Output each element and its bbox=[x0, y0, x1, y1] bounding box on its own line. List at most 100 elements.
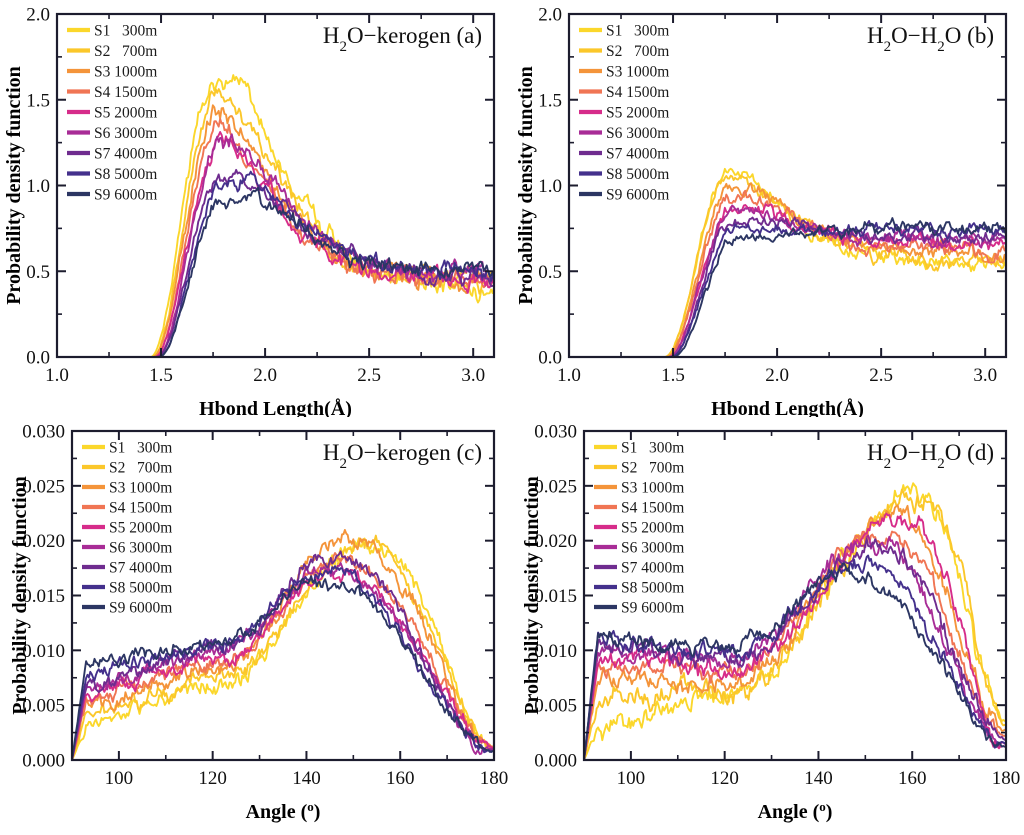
legend-item-s5[interactable]: S5 2000m bbox=[82, 520, 172, 537]
legend-label-s7: S7 4000m bbox=[109, 560, 172, 577]
legend-item-s5[interactable]: S5 2000m bbox=[67, 105, 157, 122]
legend-item-s3[interactable]: S3 1000m bbox=[82, 480, 172, 497]
legend-label-s9: S9 6000m bbox=[94, 187, 157, 204]
legend-item-s4[interactable]: S4 1500m bbox=[579, 84, 669, 101]
series-group bbox=[71, 528, 495, 761]
legend-item-s3[interactable]: S3 1000m bbox=[579, 64, 669, 81]
panel-a-svg: 1.0 1.5 2.0 2.5 3.0 0.0 0.5 1.0 1.5 2.0 Hbond Leng… bbox=[3, 5, 496, 417]
y-tick-label: 0.020 bbox=[22, 531, 65, 552]
legend-label-s4: S4 1500m bbox=[109, 500, 172, 517]
legend-label-s9: S9 6000m bbox=[621, 600, 684, 617]
legend-item-s5[interactable]: S5 2000m bbox=[594, 520, 684, 537]
x-tick-label: 120 bbox=[198, 768, 227, 789]
legend-item-s8[interactable]: S8 5000m bbox=[594, 580, 684, 597]
axis-ticks bbox=[568, 13, 1006, 358]
legend-label-s7: S7 4000m bbox=[621, 560, 684, 577]
legend-item-s2[interactable]: S2 700m bbox=[82, 460, 172, 477]
legend-item-s6[interactable]: S6 3000m bbox=[579, 125, 669, 142]
panel-title: H2O−H2O (d) bbox=[867, 440, 994, 472]
legend-label-s5: S5 2000m bbox=[621, 520, 684, 537]
panel-d-svg: 100 120 140 160 180 0.000 0.005 0.010 0.015 0.020… bbox=[521, 422, 1020, 824]
x-axis-title: Angle (o) bbox=[758, 799, 833, 824]
legend-item-s9[interactable]: S9 6000m bbox=[67, 187, 157, 204]
legend-item-s4[interactable]: S4 1500m bbox=[82, 500, 172, 517]
y-tick-label: 0.030 bbox=[534, 422, 577, 443]
series-line-s7 bbox=[568, 216, 1007, 358]
y-tick-label: 0.020 bbox=[534, 531, 577, 552]
series-group bbox=[583, 482, 1007, 761]
legend-label-s5: S5 2000m bbox=[606, 105, 669, 122]
series-line-s8 bbox=[71, 565, 495, 761]
legend-item-s5[interactable]: S5 2000m bbox=[579, 105, 669, 122]
legend-item-s2[interactable]: S2 700m bbox=[594, 460, 684, 477]
y-tick-label: 0.025 bbox=[534, 476, 577, 497]
y-tick-label: 0.030 bbox=[22, 422, 65, 443]
legend-item-s8[interactable]: S8 5000m bbox=[82, 580, 172, 597]
y-tick-label: 1.0 bbox=[26, 176, 50, 197]
legend-label-s4: S4 1500m bbox=[621, 500, 684, 517]
plot-area bbox=[582, 429, 1008, 762]
legend-item-s7[interactable]: S7 4000m bbox=[67, 146, 157, 163]
legend-item-s1[interactable]: S1 300m bbox=[67, 23, 157, 40]
legend-label-s5: S5 2000m bbox=[94, 105, 157, 122]
legend-label-s6: S6 3000m bbox=[94, 125, 157, 142]
y-axis-title: Probability density function bbox=[515, 66, 537, 305]
legend-item-s7[interactable]: S7 4000m bbox=[82, 560, 172, 577]
legend-item-s6[interactable]: S6 3000m bbox=[594, 540, 684, 557]
legend: S1 300m S2 700m S3 1000m S4 1500m S5 2000m S6… bbox=[82, 440, 172, 617]
legend-item-s3[interactable]: S3 1000m bbox=[594, 480, 684, 497]
legend-label-s4: S4 1500m bbox=[606, 84, 669, 101]
y-tick-label: 0.005 bbox=[534, 696, 577, 717]
x-tick-label: 3.0 bbox=[973, 365, 997, 386]
legend-item-s1[interactable]: S1 300m bbox=[579, 23, 669, 40]
legend-item-s6[interactable]: S6 3000m bbox=[67, 125, 157, 142]
legend-item-s4[interactable]: S4 1500m bbox=[67, 84, 157, 101]
legend-item-s4[interactable]: S4 1500m bbox=[594, 500, 684, 517]
legend-item-s9[interactable]: S9 6000m bbox=[82, 600, 172, 617]
legend-item-s1[interactable]: S1 300m bbox=[594, 440, 684, 457]
series-line-s9 bbox=[71, 575, 495, 761]
y-tick-label: 0.0 bbox=[538, 348, 562, 369]
legend-label-s6: S6 3000m bbox=[621, 540, 684, 557]
legend-label-s1: S1 300m bbox=[606, 23, 669, 40]
series-line-s7 bbox=[71, 550, 495, 761]
legend-item-s3[interactable]: S3 1000m bbox=[67, 64, 157, 81]
axis-tick-labels: 100 120 140 160 180 0.000 0.005 0.010 0.015 0.020… bbox=[22, 422, 508, 790]
x-tick-label: 2.5 bbox=[869, 365, 893, 386]
legend-label-s2: S2 700m bbox=[621, 460, 684, 477]
legend-item-s7[interactable]: S7 4000m bbox=[579, 146, 669, 163]
legend-label-s3: S3 1000m bbox=[606, 64, 669, 81]
legend-label-s2: S2 700m bbox=[606, 43, 669, 60]
plot-area bbox=[55, 12, 496, 359]
panel-b-svg: 1.0 1.5 2.0 2.5 3.0 0.0 0.5 1.0 1.5 2.0 Hbond Leng… bbox=[515, 5, 1008, 417]
y-tick-label: 0.010 bbox=[534, 641, 577, 662]
y-tick-label: 0.015 bbox=[534, 586, 577, 607]
legend-label-s5: S5 2000m bbox=[109, 520, 172, 537]
panel-d: 100 120 140 160 180 0.000 0.005 0.010 0.015 0.020… bbox=[512, 417, 1024, 834]
x-tick-label: 1.0 bbox=[45, 365, 69, 386]
legend-label-s2: S2 700m bbox=[109, 460, 172, 477]
x-tick-label: 180 bbox=[480, 768, 509, 789]
legend-item-s7[interactable]: S7 4000m bbox=[594, 560, 684, 577]
legend-item-s1[interactable]: S1 300m bbox=[82, 440, 172, 457]
series-line-s9 bbox=[583, 562, 1007, 761]
legend-label-s8: S8 5000m bbox=[606, 166, 669, 183]
legend-label-s6: S6 3000m bbox=[606, 125, 669, 142]
legend-item-s9[interactable]: S9 6000m bbox=[594, 600, 684, 617]
legend-item-s9[interactable]: S9 6000m bbox=[579, 187, 669, 204]
legend-item-s6[interactable]: S6 3000m bbox=[82, 540, 172, 557]
legend-label-s3: S3 1000m bbox=[621, 480, 684, 497]
y-tick-label: 1.5 bbox=[538, 90, 562, 111]
series-line-s3 bbox=[56, 104, 495, 358]
legend-item-s8[interactable]: S8 5000m bbox=[579, 166, 669, 183]
legend-item-s2[interactable]: S2 700m bbox=[579, 43, 669, 60]
series-line-s7 bbox=[583, 538, 1007, 761]
legend-label-s8: S8 5000m bbox=[94, 166, 157, 183]
y-tick-label: 0.000 bbox=[534, 751, 577, 772]
panel-c: 100 120 140 160 180 0.000 0.005 0.010 0.015 0.020… bbox=[0, 417, 512, 834]
legend-item-s2[interactable]: S2 700m bbox=[67, 43, 157, 60]
legend-item-s8[interactable]: S8 5000m bbox=[67, 166, 157, 183]
axis-ticks bbox=[56, 13, 494, 358]
legend-label-s1: S1 300m bbox=[94, 23, 157, 40]
panel-b: 1.0 1.5 2.0 2.5 3.0 0.0 0.5 1.0 1.5 2.0 Hbond Leng… bbox=[512, 0, 1024, 417]
